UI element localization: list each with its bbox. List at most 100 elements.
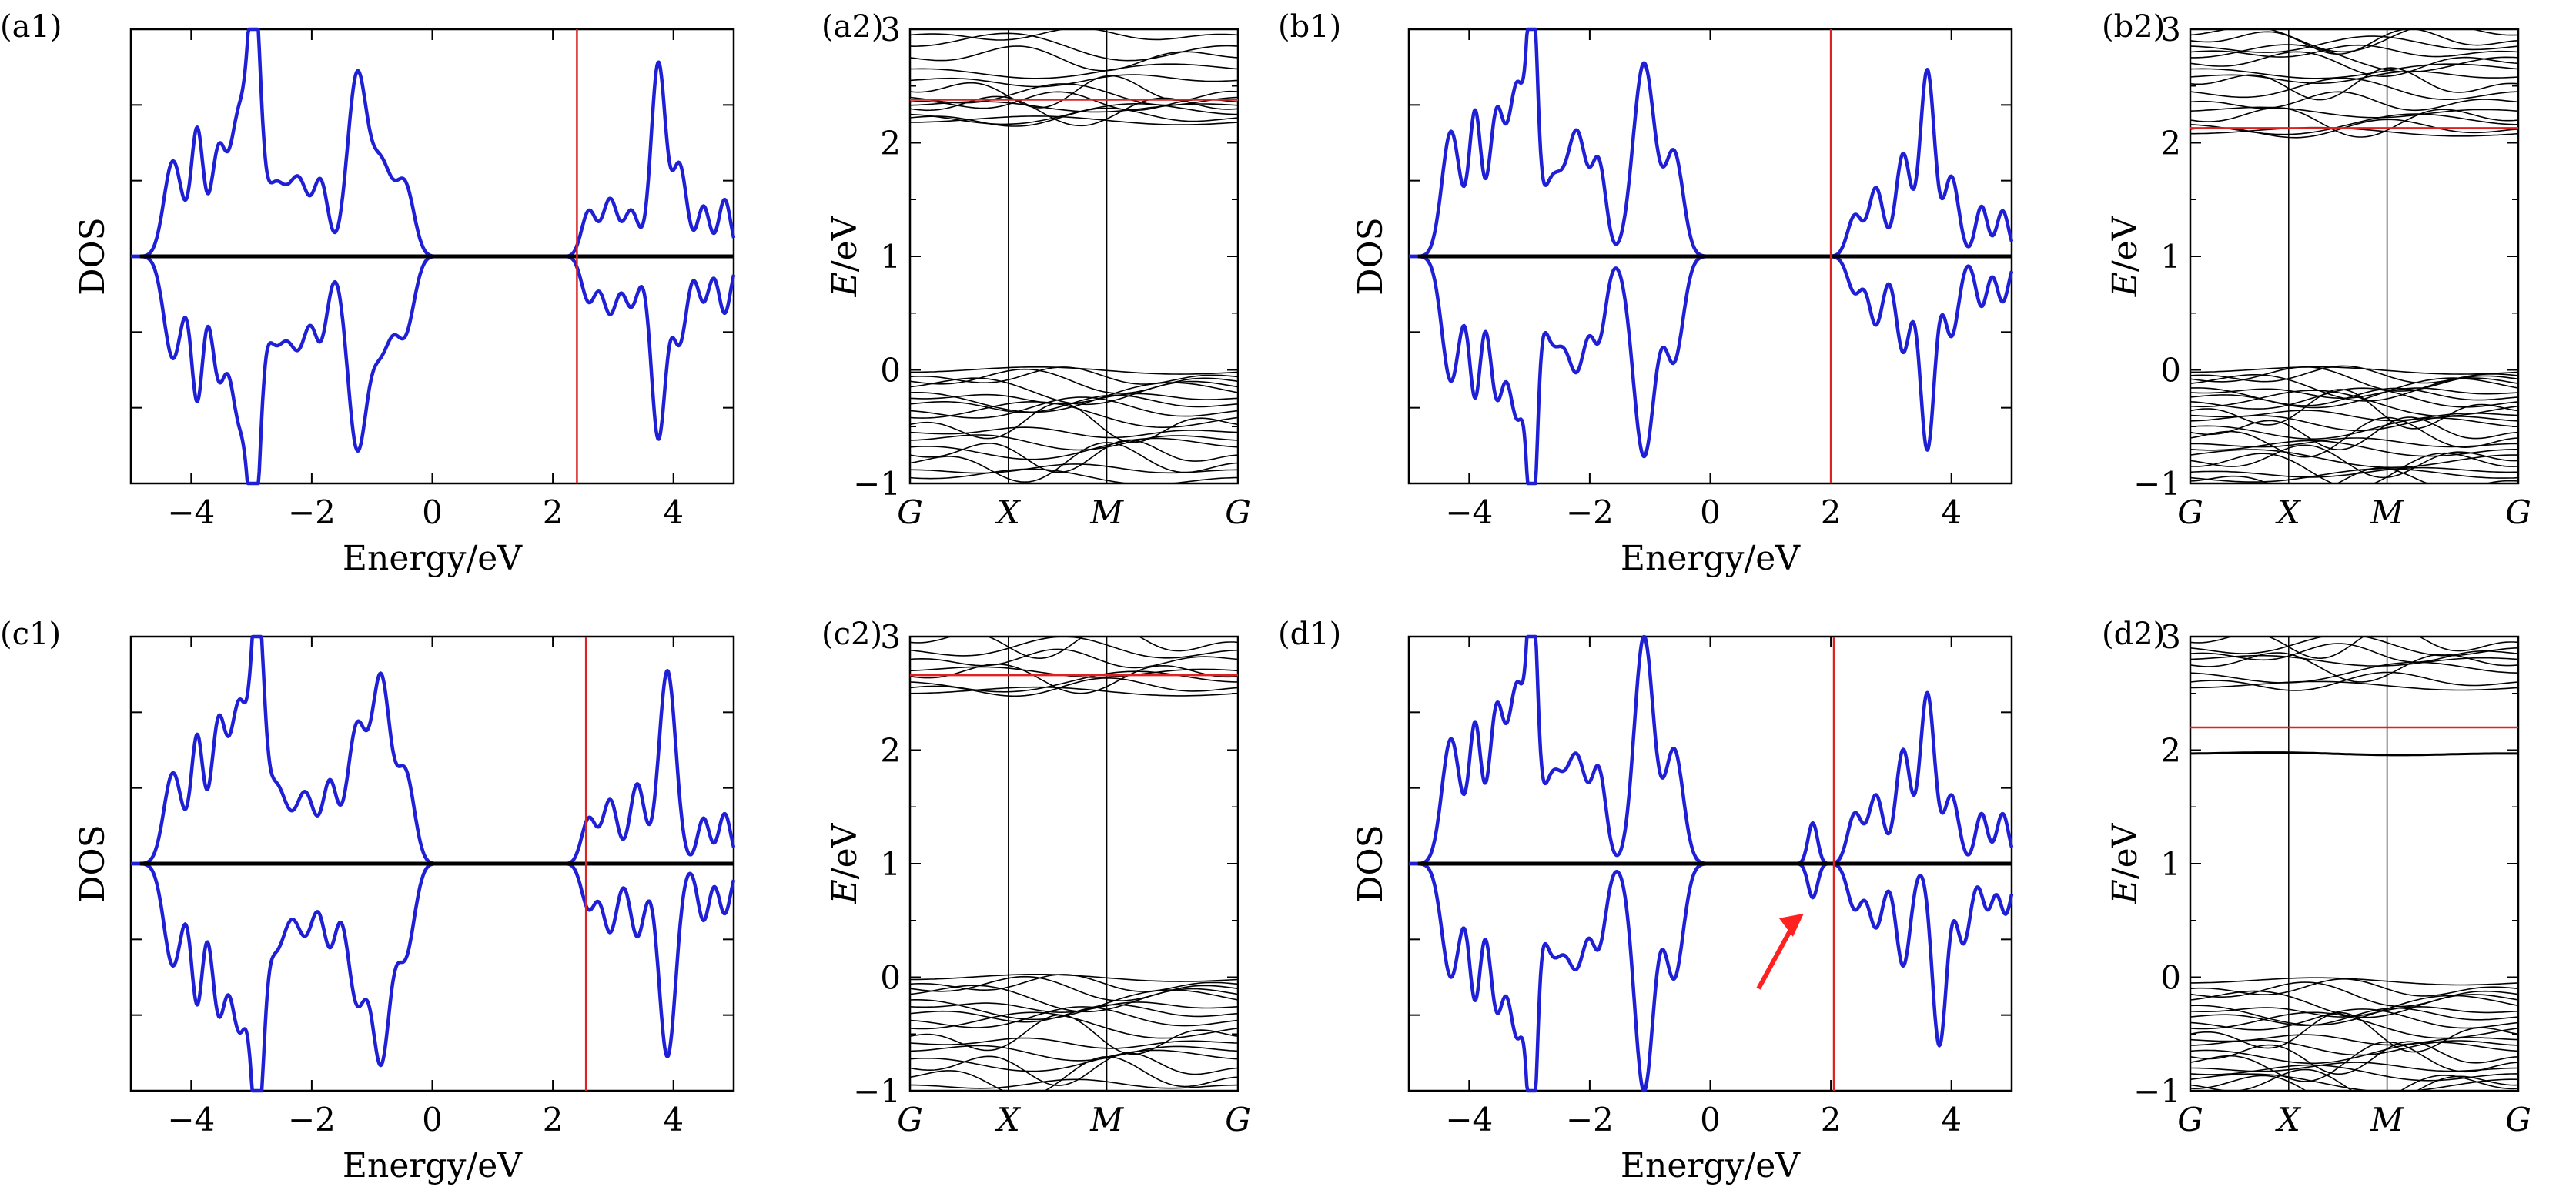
k-point-label: G: [1225, 493, 1251, 531]
conduction-band: [2190, 643, 2518, 663]
valence-band: [2190, 995, 2518, 1026]
conduction-band: [2190, 63, 2518, 79]
defect-state-arrowhead: [1778, 913, 1804, 937]
k-point-label: M: [2370, 493, 2404, 531]
conduction-band: [2190, 671, 2518, 691]
valence-band: [2190, 467, 2518, 483]
valence-band: [2190, 387, 2518, 400]
valence-band: [910, 394, 1238, 413]
valence-band: [2190, 1075, 2518, 1091]
dos-spin-down-curve: [1407, 861, 2014, 1093]
conduction-band: [2190, 51, 2518, 78]
y-tick-label: 0: [880, 352, 901, 390]
conduction-band: [2190, 107, 2518, 138]
k-point-label: G: [1225, 1101, 1251, 1138]
conduction-band: [910, 686, 1238, 697]
x-tick-label: 0: [1700, 1101, 1721, 1138]
conduction-band: [910, 32, 1238, 62]
valence-band: [2190, 390, 2518, 417]
valence-band: [2190, 1042, 2518, 1065]
y-axis-title: E/eV: [825, 822, 865, 904]
y-tick-label: 3: [880, 618, 901, 656]
dos-spin-down-curve: [129, 861, 736, 1093]
valence-band: [910, 439, 1238, 473]
dos-panel-4: −4 −2 0 2 4 (c1) Energy/eV DOS: [0, 617, 736, 1185]
y-axis-title: DOS: [73, 824, 112, 903]
conduction-band: [910, 29, 1238, 41]
dos-panel-2: −4 −2 0 2 4 (b1) Energy/eV DOS: [1278, 9, 2014, 578]
k-point-label: X: [2275, 1101, 2302, 1138]
band-panel-7: −1 0 1 2 3 G X M G (d2) E/eV: [2102, 617, 2531, 1138]
band-lines: [2190, 637, 2518, 1091]
y-tick-label: −1: [853, 1072, 901, 1110]
y-tick-label: 2: [880, 732, 901, 770]
band-lines: [2190, 29, 2518, 483]
y-tick-label: 0: [880, 959, 901, 997]
valence-band: [2190, 1073, 2518, 1091]
y-tick-label: 0: [2160, 352, 2181, 390]
valence-band: [2190, 366, 2518, 375]
band-panel-1: −1 0 1 2 3 G X M G (a2) E/eV: [821, 9, 1251, 531]
x-tick-label: −4: [1445, 1101, 1493, 1138]
x-axis-title: Energy/eV: [1621, 1146, 1801, 1185]
conduction-band: [2190, 661, 2518, 684]
k-point-label: X: [995, 1101, 1022, 1138]
k-point-label: G: [2505, 493, 2531, 531]
y-axis-title: E/eV: [2106, 822, 2145, 904]
valence-band: [2190, 377, 2518, 409]
conduction-band: [2190, 113, 2518, 135]
valence-band: [910, 468, 1238, 483]
panel-label: (a2): [821, 9, 884, 45]
x-tick-label: −2: [288, 1101, 336, 1138]
valence-band: [2190, 410, 2518, 422]
k-point-label: X: [995, 493, 1022, 531]
dos-panel-0: −4 −2 0 2 4 (a1) Energy/eV DOS: [0, 9, 736, 578]
y-tick-label: −1: [2133, 1072, 2181, 1110]
valence-band: [2190, 444, 2518, 479]
conduction-band: [910, 666, 1238, 678]
x-tick-label: 4: [663, 493, 684, 531]
y-axis-title: DOS: [1351, 217, 1390, 296]
panel-label: (c1): [0, 617, 61, 652]
valence-band: [2190, 1011, 2518, 1039]
x-tick-label: 0: [1700, 493, 1721, 531]
valence-band: [910, 1014, 1238, 1055]
x-tick-label: 4: [663, 1101, 684, 1138]
x-tick-label: 4: [1941, 493, 1962, 531]
valence-band: [2190, 1011, 2518, 1053]
y-tick-label: 1: [2160, 845, 2181, 883]
valence-band: [2190, 468, 2518, 483]
valence-band: [2190, 415, 2518, 432]
y-tick-label: 0: [2160, 959, 2181, 997]
y-tick-label: 2: [2160, 125, 2181, 162]
defect-band: [2190, 751, 2518, 757]
conduction-band: [2190, 70, 2518, 84]
x-tick-label: 4: [1941, 1101, 1962, 1138]
k-point-label: G: [2177, 493, 2203, 531]
valence-band: [2190, 978, 2518, 997]
panel-label: (b1): [1278, 9, 1341, 45]
k-point-label: G: [2505, 1101, 2531, 1138]
conduction-band: [2190, 680, 2518, 691]
valence-band: [910, 1078, 1238, 1089]
valence-band: [910, 426, 1238, 439]
conduction-band: [2190, 654, 2518, 667]
valence-band: [910, 989, 1238, 1021]
band-lines: [910, 29, 1238, 483]
valence-band: [910, 1045, 1238, 1062]
x-tick-label: −4: [167, 493, 215, 531]
y-tick-label: 2: [880, 125, 901, 162]
band-lines: [910, 637, 1238, 1091]
x-tick-label: 0: [422, 493, 443, 531]
dos-panel-6: −4 −2 0 2 4 (d1) Energy/eV DOS: [1278, 617, 2014, 1185]
band-panel-3: −1 0 1 2 3 G X M G (b2) E/eV: [2102, 9, 2531, 531]
valence-band: [2190, 416, 2518, 458]
valence-band: [910, 1037, 1238, 1049]
valence-band: [2190, 452, 2518, 483]
conduction-band: [2190, 44, 2518, 58]
panel-label: (d1): [1278, 617, 1341, 652]
conduction-band: [2190, 77, 2518, 100]
k-point-label: G: [897, 493, 923, 531]
dos-spin-up-curve: [1407, 634, 2014, 866]
panel-label: (b2): [2102, 9, 2165, 45]
